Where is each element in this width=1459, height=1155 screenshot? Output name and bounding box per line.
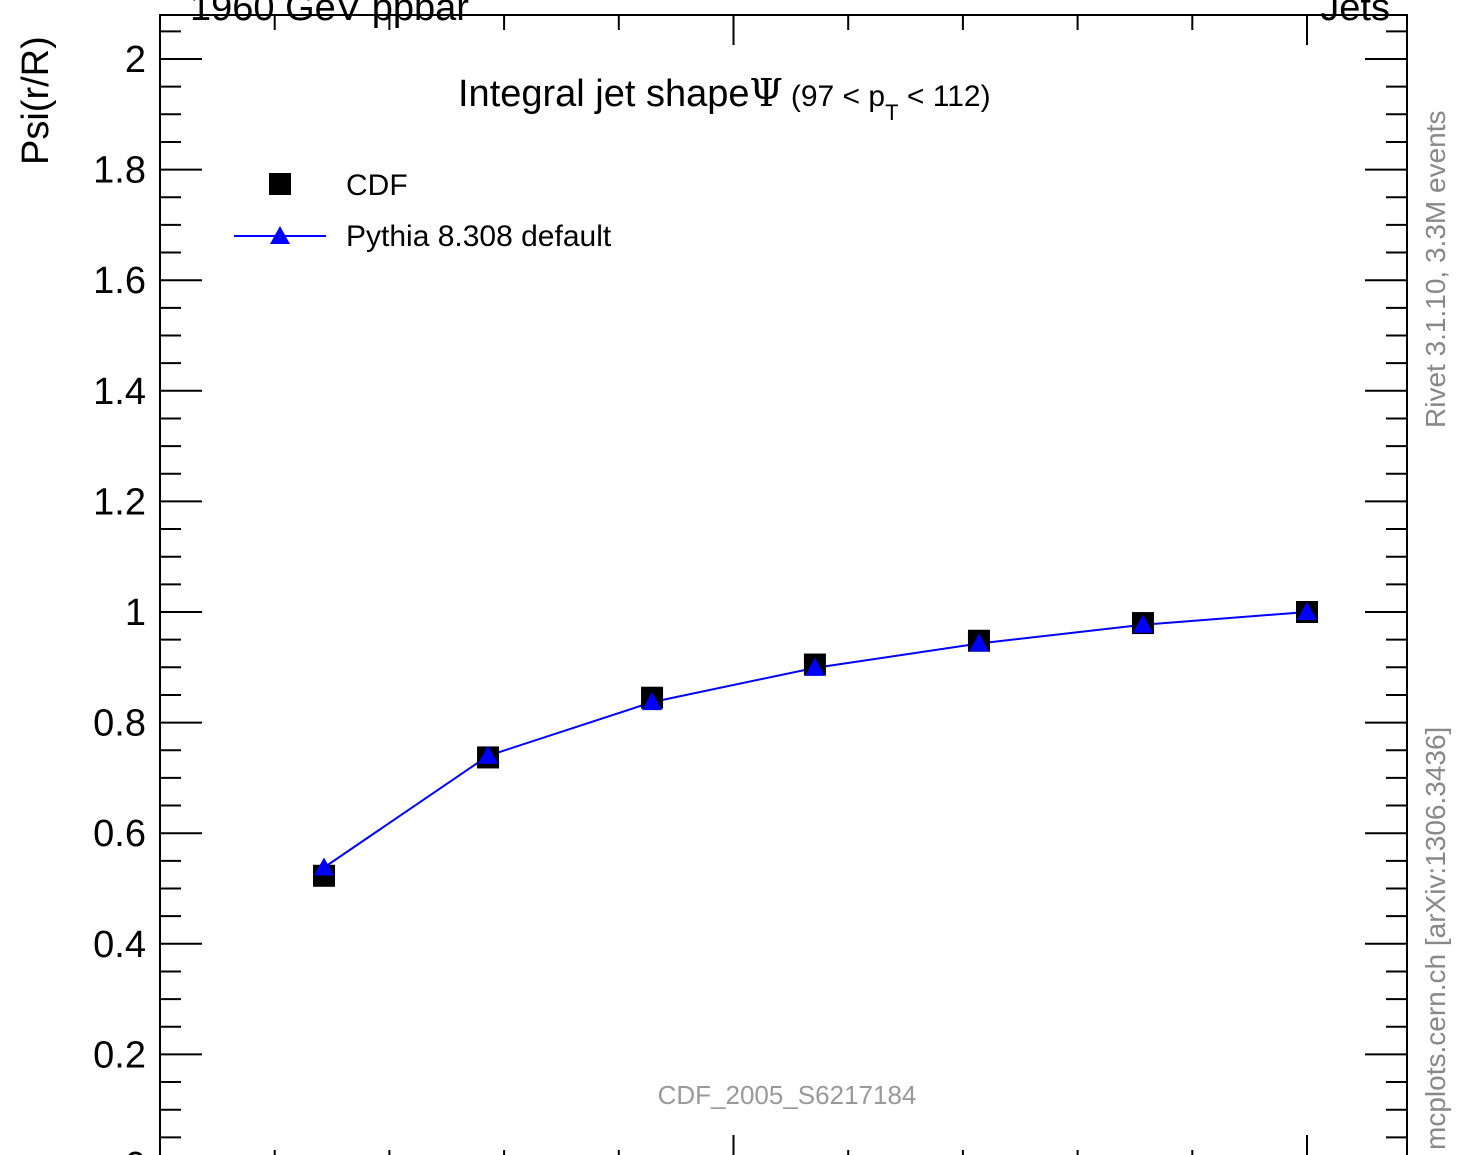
- y-axis-title: Psi(r/R): [15, 36, 57, 165]
- y-tick-label: 1.4: [93, 371, 146, 413]
- y-tick-label: 2: [125, 39, 146, 81]
- axis-ticks: [160, 15, 1407, 1155]
- legend-cdf-label: CDF: [346, 169, 408, 202]
- pythia-point: [642, 692, 663, 711]
- chart-title-main: Integral jet shape: [458, 73, 750, 115]
- chart-title: Integral jet shapeΨ (97 < pT < 112): [458, 71, 991, 125]
- chart-title-range-sub: T: [885, 100, 898, 125]
- y-tick-label: 0.6: [93, 813, 146, 855]
- y-tick-label: 0: [125, 1145, 146, 1155]
- analysis-ref: CDF_2005_S6217184: [658, 1080, 917, 1110]
- chart-title-range-open: (97 < p: [791, 80, 885, 113]
- legend: CDF Pythia 8.308 default: [234, 169, 612, 253]
- y-tick-label: 1.8: [93, 150, 146, 192]
- plot-frame: [159, 14, 1408, 1155]
- y-tick-label: 1: [125, 592, 146, 634]
- y-tick-label: 1.6: [93, 260, 146, 302]
- pythia-point: [1297, 602, 1317, 620]
- legend-pythia-label: Pythia 8.308 default: [346, 220, 612, 253]
- legend-pythia-marker: [270, 226, 290, 244]
- pythia-point: [1132, 614, 1153, 633]
- pythia-point: [314, 857, 335, 876]
- pythia-line: [323, 611, 1308, 869]
- rivet-label: Rivet 3.1.10, 3.3M events: [1420, 110, 1451, 428]
- y-tick-labels: 0 0.2 0.4 0.6 0.8 1 1.2 1.4 1.6 1.8 2: [93, 39, 146, 1155]
- legend-cdf-marker: [269, 173, 291, 195]
- chart-title-range-close: < 112): [899, 80, 991, 113]
- series-layer: [313, 601, 1318, 887]
- y-tick-label: 0.2: [93, 1034, 146, 1076]
- y-tick-label: 0.4: [93, 924, 146, 966]
- pythia-point: [804, 657, 825, 676]
- pythia-point: [968, 633, 989, 652]
- y-tick-label: 0.8: [93, 703, 146, 745]
- y-tick-label: 1.2: [93, 481, 146, 523]
- pythia-point: [478, 745, 499, 764]
- mcplots-label: mcplots.cern.ch [arXiv:1306.3436]: [1420, 727, 1451, 1150]
- chart-title-symbol: Ψ: [750, 71, 783, 115]
